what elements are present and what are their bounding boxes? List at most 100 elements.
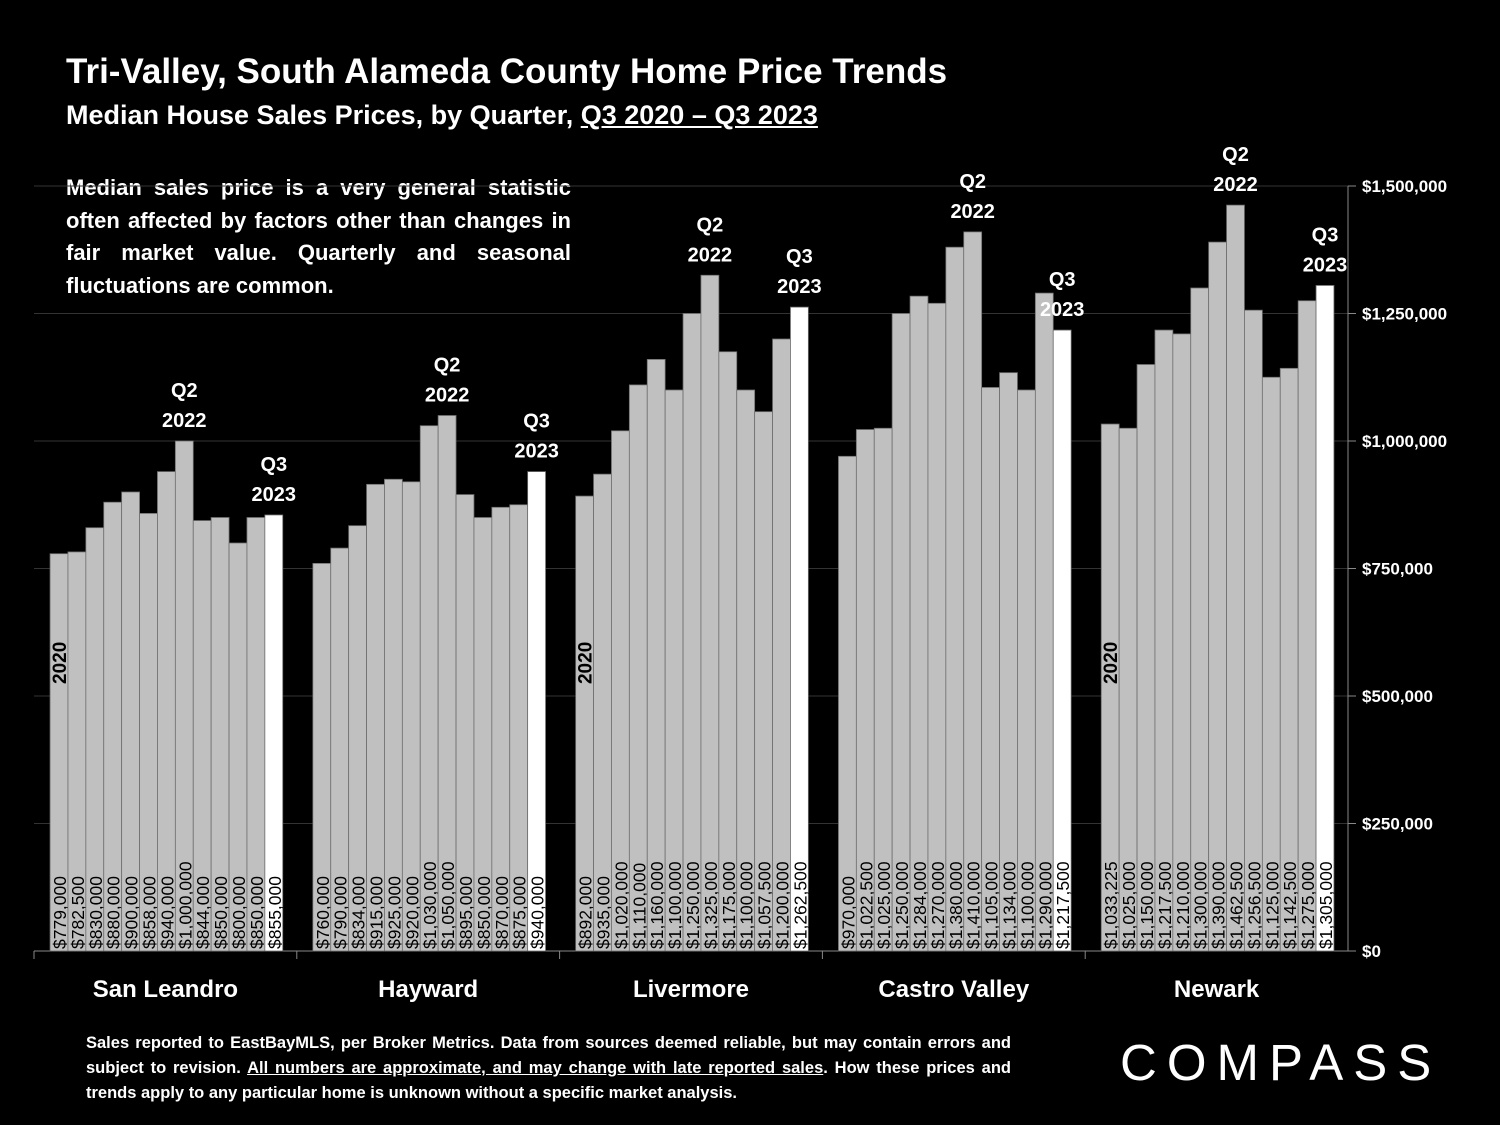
data-label: $858,000 — [140, 876, 160, 949]
bar — [927, 302, 947, 952]
data-label: $834,000 — [349, 876, 369, 949]
subtitle-prefix: Median House Sales Prices, by Quarter, — [66, 100, 574, 130]
end-annotation-year: 2023 — [777, 276, 822, 298]
data-label: $1,300,000 — [1191, 861, 1211, 949]
bar — [1052, 329, 1072, 952]
data-label: $1,000,000 — [175, 861, 195, 949]
data-label: $1,142,500 — [1280, 861, 1300, 949]
data-label: $1,020,000 — [611, 861, 631, 949]
peak-annotation-quarter: Q2 — [959, 171, 986, 193]
data-label: $1,057,500 — [755, 861, 775, 949]
bar — [1208, 241, 1227, 952]
compass-logo: COMPASS — [1120, 1034, 1441, 1091]
data-label: $800,000 — [229, 876, 249, 949]
data-label: $1,033,225 — [1101, 861, 1121, 949]
bar — [682, 313, 702, 952]
y-tick-label: $1,250,000 — [1362, 305, 1447, 324]
bar — [891, 313, 911, 952]
peak-annotation-quarter: Q2 — [434, 355, 461, 377]
bar — [718, 351, 738, 952]
data-label: $779,000 — [50, 876, 70, 949]
bar — [772, 338, 791, 952]
peak-annotation-year: 2022 — [688, 244, 733, 266]
data-label: $1,256,500 — [1244, 861, 1264, 949]
data-label: $1,262,500 — [790, 861, 810, 949]
data-label: $850,000 — [247, 876, 267, 949]
data-label: $940,000 — [528, 876, 548, 949]
peak-annotation-year: 2022 — [162, 410, 207, 432]
data-label: $830,000 — [86, 876, 106, 949]
year-label: 2020 — [50, 642, 71, 684]
data-label: $1,390,000 — [1209, 861, 1229, 949]
category-label: Hayward — [378, 976, 478, 1003]
data-label: $1,217,500 — [1155, 861, 1175, 949]
subtitle-period: Q3 2020 – Q3 2023 — [580, 100, 818, 130]
logo-text: COMPASS — [1120, 1034, 1441, 1091]
data-label: $1,275,000 — [1298, 861, 1318, 949]
bar — [1172, 333, 1192, 952]
data-label: $1,100,000 — [737, 861, 757, 949]
footnote-part3: . How these prices and trends apply to a… — [86, 1059, 1011, 1102]
bar — [1297, 300, 1317, 952]
data-label: $1,284,000 — [910, 861, 930, 949]
data-label: $875,000 — [510, 876, 530, 949]
data-label: $1,125,000 — [1262, 861, 1282, 949]
footnote-part1: Sales reported to EastBayMLS, per Broker… — [86, 1034, 1011, 1077]
data-label: $855,000 — [265, 876, 285, 949]
data-label: $1,160,000 — [647, 861, 667, 949]
peak-annotation-year: 2022 — [425, 385, 470, 407]
chart-note: Median sales price is a very general sta… — [66, 175, 571, 298]
y-tick-label: $1,500,000 — [1362, 177, 1447, 196]
data-label: $900,000 — [122, 876, 142, 949]
end-annotation-quarter: Q3 — [523, 411, 550, 433]
bar — [963, 231, 983, 952]
data-label: $935,000 — [594, 876, 614, 949]
bar — [1315, 285, 1335, 952]
data-label: $1,134,000 — [1000, 861, 1020, 949]
data-label: $1,270,000 — [928, 861, 948, 949]
data-label: $915,000 — [367, 876, 387, 949]
end-annotation-quarter: Q3 — [786, 246, 813, 268]
y-tick-label: $500,000 — [1362, 687, 1433, 706]
data-label: $1,110,000 — [629, 862, 649, 949]
data-label: $1,022,500 — [856, 861, 876, 949]
bar — [1226, 204, 1245, 952]
data-label: $1,025,000 — [874, 861, 894, 949]
data-label: $925,000 — [384, 876, 404, 949]
data-label: $790,000 — [331, 876, 351, 949]
data-label: $1,305,000 — [1316, 861, 1336, 949]
data-label: $1,250,000 — [892, 861, 912, 949]
data-label: $870,000 — [492, 876, 512, 949]
category-label: Castro Valley — [878, 976, 1029, 1003]
bar — [909, 295, 929, 952]
peak-annotation-quarter: Q2 — [171, 380, 198, 402]
y-tick-label: $0 — [1362, 942, 1381, 961]
bar — [1190, 287, 1210, 952]
data-label: $1,100,000 — [665, 861, 685, 949]
chart-title: Tri-Valley, South Alameda County Home Pr… — [66, 52, 948, 91]
category-label: San Leandro — [93, 976, 238, 1003]
data-label: $844,000 — [193, 876, 213, 949]
data-label: $895,000 — [456, 876, 476, 949]
bar — [1034, 292, 1054, 952]
data-label: $892,000 — [576, 876, 596, 949]
data-label: $1,200,000 — [773, 861, 793, 949]
data-label: $1,250,000 — [683, 861, 703, 949]
bar — [945, 246, 965, 952]
end-annotation-quarter: Q3 — [1049, 269, 1076, 291]
data-label: $1,290,000 — [1035, 861, 1055, 949]
data-label: $850,000 — [474, 876, 494, 949]
end-annotation-year: 2023 — [252, 484, 297, 506]
data-label: $782,500 — [68, 876, 88, 949]
data-label: $920,000 — [402, 876, 422, 949]
bar — [1244, 309, 1263, 952]
y-tick-label: $250,000 — [1362, 815, 1433, 834]
category-label: Livermore — [633, 976, 749, 1003]
peak-annotation-year: 2022 — [1213, 174, 1258, 196]
footnote: Sales reported to EastBayMLS, per Broker… — [86, 1031, 1011, 1106]
peak-annotation-quarter: Q2 — [1222, 144, 1249, 166]
data-label: $1,050,000 — [438, 861, 458, 949]
peak-annotation-quarter: Q2 — [697, 214, 724, 236]
footnote-disclaimer: All numbers are approximate, and may cha… — [247, 1059, 824, 1077]
